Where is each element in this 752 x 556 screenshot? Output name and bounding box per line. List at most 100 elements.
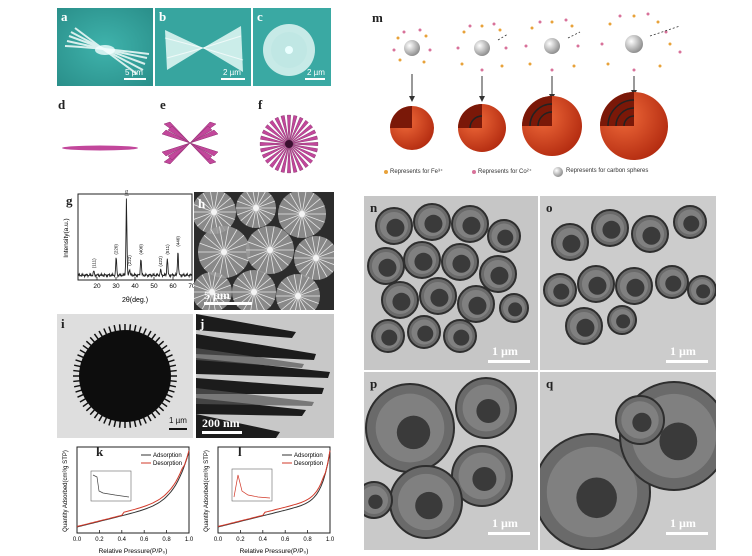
xrd-peak-label: (220) xyxy=(114,244,119,255)
carbon-sphere-3 xyxy=(524,18,580,72)
scalebar-text-i: 1 µm xyxy=(169,416,187,425)
bet-tick-label: 0.8 xyxy=(162,537,171,543)
panel-label-j: j xyxy=(200,316,205,331)
tem-panel-j: j 200 nm xyxy=(196,314,334,438)
scalebar-text-o: 1 µm xyxy=(670,344,696,358)
schematic-m xyxy=(384,12,682,177)
xrd-peak-label: (111) xyxy=(91,258,96,268)
scalebar-text-b: 2 µm xyxy=(223,68,241,77)
panel-label-o: o xyxy=(546,200,553,215)
tem-image-q xyxy=(540,372,716,550)
bet-tick-label: 0.6 xyxy=(281,537,290,543)
xrd-peak-label: (222) xyxy=(127,255,132,266)
scalebar-p xyxy=(488,532,530,535)
panel-label-f: f xyxy=(258,97,263,112)
legend-carbon: Represents for carbon spheres xyxy=(566,168,649,174)
sem-panel-h: h 5 µm xyxy=(194,192,334,310)
panel-label-g: g xyxy=(66,193,73,208)
bet-tick-label: 0.2 xyxy=(236,537,245,543)
bet-ylabel-l: Quantity Adsorbed(cm³/g STP) xyxy=(204,450,210,532)
tem-image-i xyxy=(57,314,193,438)
panel-label-b: b xyxy=(159,9,167,24)
scalebar-text-c: 2 µm xyxy=(307,68,325,77)
tem-image-j xyxy=(196,314,334,438)
sem-panel-b: b 2 µm xyxy=(155,8,251,86)
schematic-e xyxy=(161,121,219,165)
panel-label-a: a xyxy=(61,9,68,24)
scalebar-text-j: 200 nm xyxy=(202,416,240,430)
tem-image-p xyxy=(364,372,538,550)
xrd-peak-label: (511) xyxy=(165,244,170,255)
xrd-tick-label: 70 xyxy=(188,283,196,290)
legend-desorption-k: Desorption xyxy=(153,461,182,467)
scalebar-text-p: 1 µm xyxy=(492,516,518,530)
panel-label-m: m xyxy=(372,10,383,25)
bet-tick-label: 1.0 xyxy=(185,537,194,543)
bet-tick-label: 0.0 xyxy=(73,537,82,543)
scalebar-text-h: 5 µm xyxy=(204,288,230,302)
panel-label-l: l xyxy=(238,444,242,459)
bet-tick-label: 0.6 xyxy=(140,537,149,543)
scalebar-j xyxy=(202,431,242,434)
scalebar-n xyxy=(488,360,530,363)
xrd-chart: (111) (220) (311) (222) (400) (422)(511) (440)… xyxy=(63,190,196,304)
scalebar-a xyxy=(124,78,146,80)
scalebar-o xyxy=(666,360,708,363)
bet-chart-k: Adsorption Desorption 0.0 0.2 0.4 0.6 0.8 1.0… xyxy=(63,446,194,555)
sem-image-h xyxy=(194,192,334,310)
panel-label-q: q xyxy=(546,376,554,391)
sem-panel-c: c 2 µm xyxy=(253,8,331,86)
panel-label-i: i xyxy=(61,316,65,331)
carbon-sphere-1 xyxy=(392,28,432,64)
xrd-peak-label: (311) xyxy=(124,190,129,196)
xrd-tick-label: 30 xyxy=(112,283,120,290)
legend-desorption-l: Desorption xyxy=(294,461,323,467)
xrd-peak-label: (440) xyxy=(175,236,180,247)
xrd-peak-label: (400) xyxy=(138,244,143,255)
legend-co: Represents for Co²⁺ xyxy=(478,169,532,175)
panel-label-h: h xyxy=(198,196,206,211)
legend-fe: Represents for Fe³⁺ xyxy=(390,169,444,175)
legend-adsorption-k: Adsorption xyxy=(153,453,182,459)
xrd-ylabel: Intensity(a.u.) xyxy=(63,218,70,257)
xrd-tick-label: 20 xyxy=(93,283,101,290)
xrd-peak-label: (422) xyxy=(158,256,163,267)
xrd-tick-label: 40 xyxy=(131,283,139,290)
bet-tick-label: 1.0 xyxy=(326,537,335,543)
scalebar-i xyxy=(169,428,187,430)
bet-chart-l: Adsorption Desorption 0.0 0.2 0.4 0.6 0.8 1.0… xyxy=(204,446,335,555)
scalebar-c xyxy=(305,78,325,80)
bet-ylabel-k: Quantity Adsorbed(cm³/g STP) xyxy=(63,450,69,532)
sem-image-c xyxy=(253,8,331,86)
carbon-sphere-2 xyxy=(456,22,508,72)
bet-tick-label: 0.0 xyxy=(214,537,223,543)
hollow-sphere-2 xyxy=(458,104,506,152)
carbon-sphere-4 xyxy=(600,12,682,72)
scalebar-text-q: 1 µm xyxy=(670,516,696,530)
scalebar-h xyxy=(204,302,252,305)
sem-image-b xyxy=(155,8,251,86)
xrd-tick-label: 50 xyxy=(150,283,158,290)
panel-label-p: p xyxy=(370,376,378,391)
tem-panel-p: p 1 µm xyxy=(364,372,538,550)
tem-image-o xyxy=(540,196,716,370)
bet-tick-label: 0.2 xyxy=(95,537,104,543)
schematic-d xyxy=(62,145,138,151)
scalebar-text-n: 1 µm xyxy=(492,344,518,358)
bet-tick-label: 0.8 xyxy=(303,537,312,543)
tem-panel-n: n 1 µm xyxy=(364,196,538,370)
scalebar-b xyxy=(221,78,245,80)
sem-image-a xyxy=(57,8,153,86)
tem-panel-i: i 1 µm xyxy=(57,314,193,438)
panel-label-n: n xyxy=(370,200,378,215)
panel-label-e: e xyxy=(160,97,166,112)
xrd-xlabel: 2θ(deg.) xyxy=(122,297,148,304)
bet-xlabel-k: Relative Pressure(P/P₀) xyxy=(99,548,168,555)
bet-tick-label: 0.4 xyxy=(259,537,268,543)
panel-label-k: k xyxy=(96,444,104,459)
xrd-tick-label: 60 xyxy=(169,283,177,290)
tem-panel-q: q 1 µm xyxy=(540,372,716,550)
hollow-sphere-3 xyxy=(522,96,582,156)
panel-label-d: d xyxy=(58,97,66,112)
bet-xlabel-l: Relative Pressure(P/P₀) xyxy=(240,548,309,555)
